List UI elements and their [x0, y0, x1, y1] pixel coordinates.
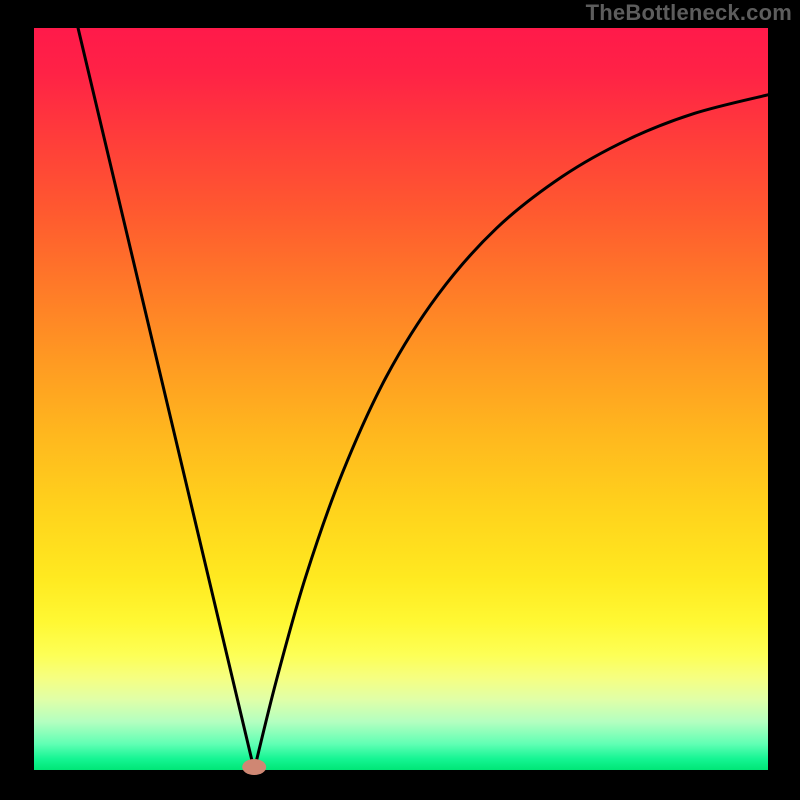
- watermark-text: TheBottleneck.com: [586, 0, 792, 26]
- chart-container: TheBottleneck.com: [0, 0, 800, 800]
- plot-background: [34, 28, 768, 770]
- chart-svg: [0, 0, 800, 800]
- bottleneck-minimum-marker: [242, 759, 266, 775]
